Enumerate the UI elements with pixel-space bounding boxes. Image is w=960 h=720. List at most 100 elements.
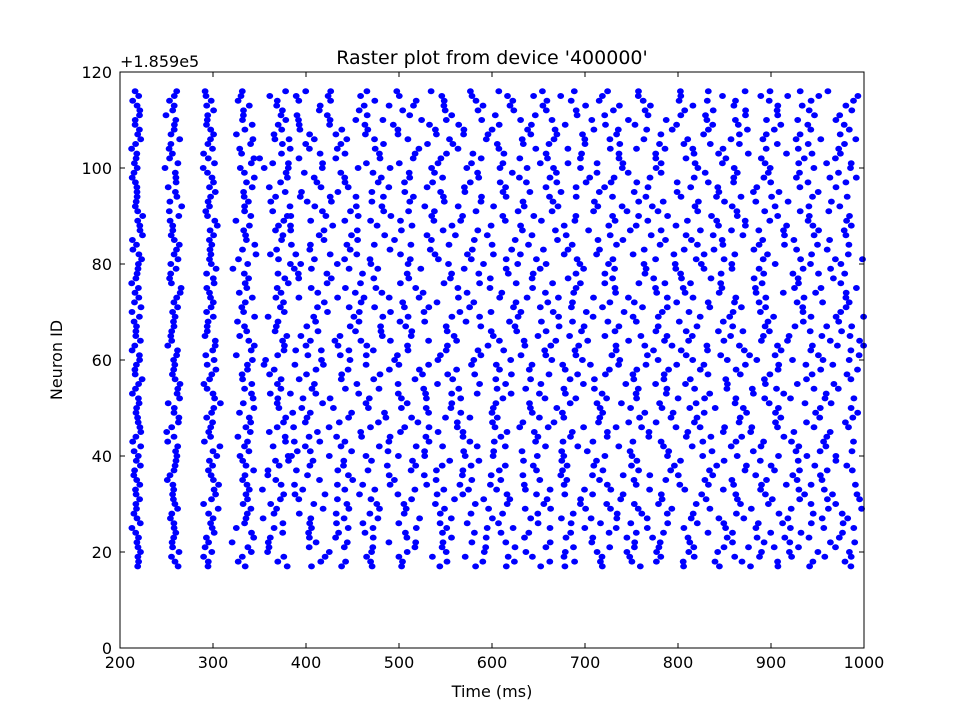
spike-marker	[397, 251, 404, 258]
spike-marker	[793, 246, 800, 253]
spike-marker	[277, 289, 285, 296]
spike-marker	[652, 155, 660, 162]
spike-marker	[591, 198, 598, 205]
spike-marker	[667, 414, 675, 421]
spike-marker	[713, 217, 721, 224]
spike-marker	[454, 285, 462, 291]
spike-marker	[242, 424, 250, 431]
spike-marker	[711, 405, 719, 411]
spike-marker	[353, 251, 361, 258]
spike-marker	[211, 160, 218, 167]
spike-marker	[296, 193, 304, 200]
spike-marker	[167, 141, 175, 147]
spike-marker	[644, 112, 652, 119]
spike-marker	[717, 352, 725, 359]
spike-marker	[772, 419, 779, 426]
spike-marker	[755, 299, 763, 306]
spike-marker	[443, 525, 451, 531]
spike-marker	[702, 496, 710, 503]
spike-marker	[170, 405, 178, 411]
spike-marker	[131, 117, 139, 123]
spike-marker	[357, 337, 365, 344]
spike-marker	[266, 390, 274, 397]
spike-marker	[691, 385, 698, 392]
spike-marker	[497, 477, 505, 483]
spike-marker	[425, 361, 432, 368]
spike-marker	[440, 486, 448, 493]
spike-marker	[746, 352, 753, 359]
spike-marker	[211, 189, 219, 195]
spike-marker	[490, 251, 497, 258]
spike-marker	[606, 544, 614, 551]
spike-marker	[781, 534, 789, 541]
spike-marker	[212, 366, 220, 373]
spike-marker	[341, 150, 349, 157]
spike-marker	[249, 357, 256, 363]
spike-marker	[419, 289, 427, 296]
spike-marker	[271, 136, 279, 143]
spike-marker	[842, 304, 850, 311]
spike-marker	[577, 165, 584, 171]
spike-marker	[818, 515, 826, 522]
spike-marker	[652, 381, 659, 387]
spike-marker	[732, 395, 740, 402]
spike-marker	[132, 501, 140, 507]
spike-marker	[841, 141, 848, 147]
spike-marker	[850, 97, 857, 104]
spike-marker	[459, 429, 467, 435]
spike-marker	[303, 414, 311, 421]
spike-marker	[689, 510, 697, 517]
spike-marker	[267, 251, 274, 258]
spike-marker	[773, 107, 781, 114]
spike-marker	[848, 107, 856, 114]
spike-marker	[615, 323, 623, 330]
spike-marker	[460, 265, 468, 272]
spike-marker	[266, 534, 274, 541]
spike-marker	[228, 539, 236, 546]
spike-marker	[217, 400, 224, 407]
spike-marker	[401, 189, 409, 195]
spike-marker	[288, 241, 295, 248]
spike-marker	[209, 313, 217, 320]
spike-marker	[170, 318, 177, 325]
spike-marker	[484, 342, 492, 349]
spike-marker	[609, 275, 616, 282]
spike-marker	[774, 213, 782, 219]
spike-marker	[136, 352, 143, 359]
spike-marker	[685, 337, 692, 344]
spike-marker	[811, 112, 818, 119]
spike-marker	[206, 256, 213, 263]
spike-marker	[247, 141, 255, 147]
spike-marker	[433, 131, 440, 138]
spike-marker	[295, 117, 302, 123]
spike-marker	[529, 462, 537, 469]
spike-marker	[832, 313, 840, 320]
spike-marker	[766, 165, 774, 171]
spike-marker	[611, 285, 619, 291]
spike-marker	[854, 366, 861, 373]
spike-marker	[847, 376, 855, 383]
spike-marker	[624, 169, 632, 176]
spike-marker	[461, 189, 469, 195]
spike-marker	[166, 97, 173, 104]
spike-marker	[736, 131, 743, 138]
spike-marker	[132, 486, 139, 493]
spike-marker	[170, 467, 178, 474]
spike-marker	[410, 193, 417, 200]
spike-marker	[790, 429, 798, 435]
spike-marker	[364, 467, 372, 474]
spike-marker	[566, 376, 574, 383]
spike-marker	[665, 448, 673, 455]
spike-marker	[394, 381, 402, 387]
spike-marker	[448, 222, 456, 229]
spike-marker	[175, 213, 183, 219]
spike-marker	[168, 280, 175, 287]
spike-marker	[242, 515, 250, 522]
spike-marker	[821, 553, 829, 560]
spike-marker	[528, 361, 536, 368]
spike-marker	[380, 208, 388, 215]
spike-marker	[316, 150, 324, 157]
spike-marker	[133, 515, 141, 522]
spike-marker	[463, 289, 471, 296]
spike-marker	[757, 155, 765, 162]
